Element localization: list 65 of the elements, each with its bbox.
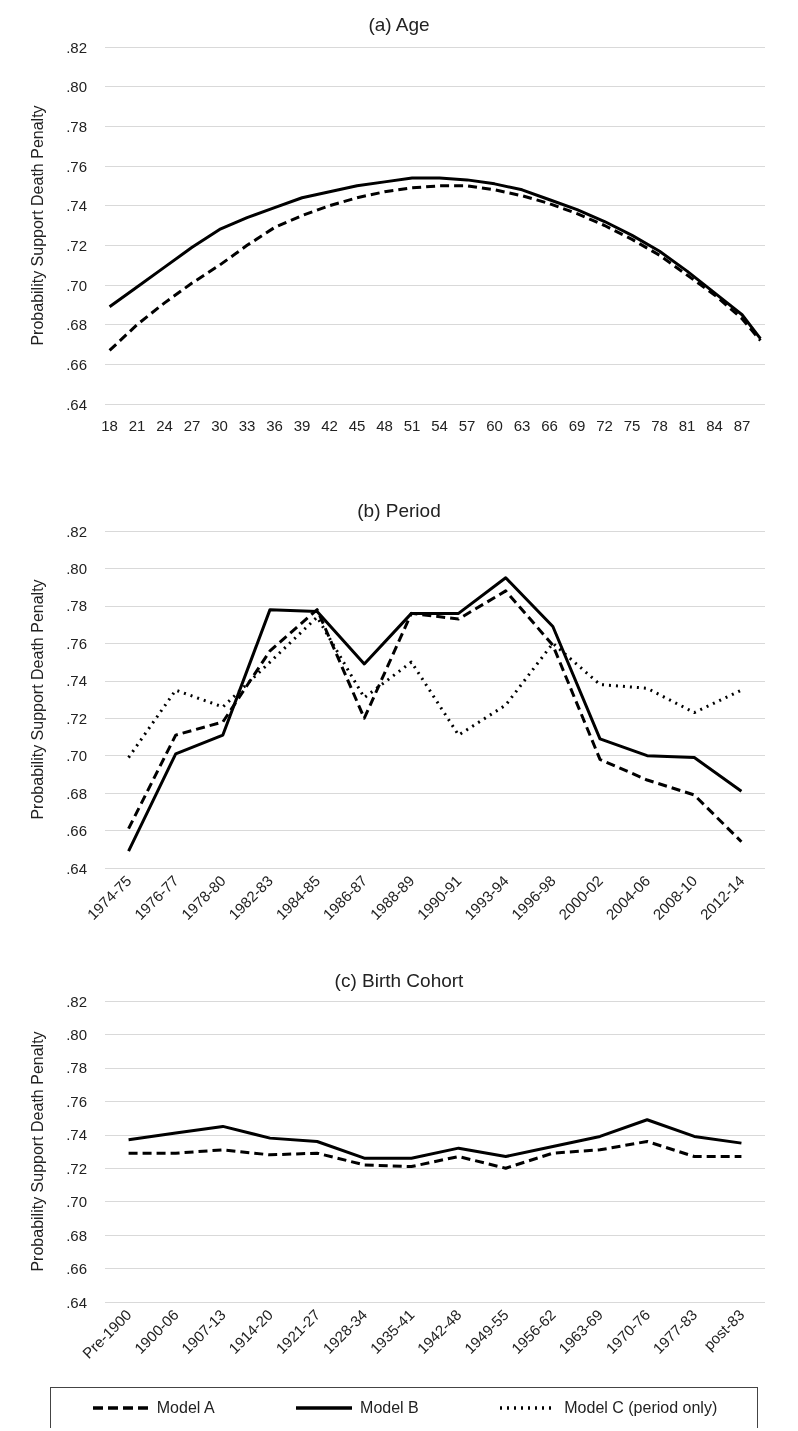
y-tick-label: .76 [66, 1092, 87, 1110]
y-tick-label: .64 [66, 859, 87, 877]
y-tick-label: .76 [66, 634, 87, 652]
x-tick-label: 18 [101, 417, 118, 434]
x-tick-label: 87 [733, 417, 751, 434]
x-tick-label: 51 [403, 417, 421, 434]
y-axis-title: Probability Support Death Penalty [28, 579, 46, 820]
x-tick-label: 63 [513, 417, 531, 434]
x-tick-label: 48 [376, 417, 393, 434]
y-tick-label: .70 [66, 1193, 87, 1211]
y-tick-label: .82 [66, 38, 87, 56]
y-tick-label: .66 [66, 1260, 87, 1278]
y-tick-label: .78 [66, 597, 87, 615]
y-tick-label: .66 [66, 355, 87, 373]
y-axis-title: Probability Support Death Penalty [28, 1031, 46, 1272]
x-tick-label: 24 [156, 417, 173, 434]
y-tick-label: .64 [66, 395, 87, 413]
y-tick-label: .72 [66, 236, 87, 254]
y-tick-label: .78 [66, 117, 87, 135]
chart-title: (c) Birth Cohort [334, 970, 465, 991]
x-tick-label: 57 [458, 417, 476, 434]
x-tick-label: 21 [128, 417, 146, 434]
x-tick-label: 45 [348, 417, 366, 434]
y-tick-label: .68 [66, 1226, 87, 1244]
y-tick-label: .82 [66, 522, 87, 540]
x-tick-label: 36 [266, 417, 283, 434]
x-tick-label: 42 [321, 417, 338, 434]
legend-label: Model C (period only) [564, 1399, 718, 1417]
legend-label: Model B [360, 1399, 419, 1417]
line-series [127, 1139, 743, 1170]
legend-label: Model A [156, 1399, 215, 1417]
chart-title: (a) Age [368, 14, 430, 35]
x-tick-label: 60 [486, 417, 503, 434]
x-tick-label: 30 [211, 417, 228, 434]
x-tick-label: 84 [706, 417, 723, 434]
y-tick-label: .72 [66, 709, 87, 727]
x-tick-label: 78 [651, 417, 668, 434]
x-tick-label: 27 [183, 417, 201, 434]
x-tick-label: 72 [596, 417, 613, 434]
x-tick-label: 69 [568, 417, 586, 434]
y-tick-label: .70 [66, 747, 87, 765]
chart-title: (b) Period [357, 500, 441, 521]
y-tick-label: .64 [66, 1293, 87, 1311]
y-tick-label: .76 [66, 157, 87, 175]
y-tick-label: .82 [66, 992, 87, 1010]
y-tick-label: .66 [66, 822, 87, 840]
y-tick-label: .68 [66, 316, 87, 334]
y-tick-label: .74 [66, 197, 87, 215]
y-tick-label: .68 [66, 784, 87, 802]
y-tick-label: .70 [66, 276, 87, 294]
y-tick-label: .80 [66, 1025, 87, 1043]
y-tick-label: .78 [66, 1059, 87, 1077]
x-tick-label: 75 [623, 417, 641, 434]
y-tick-label: .74 [66, 672, 87, 690]
y-axis-title: Probability Support Death Penalty [28, 105, 46, 346]
x-tick-label: 39 [293, 417, 311, 434]
y-tick-label: .74 [66, 1126, 87, 1144]
y-tick-label: .80 [66, 78, 87, 96]
x-tick-label: 66 [541, 417, 558, 434]
y-tick-label: .72 [66, 1159, 87, 1177]
x-tick-label: 54 [431, 417, 448, 434]
line-series [127, 1118, 743, 1160]
x-tick-label: 81 [678, 417, 696, 434]
x-tick-label: 33 [238, 417, 256, 434]
y-tick-label: .80 [66, 559, 87, 577]
